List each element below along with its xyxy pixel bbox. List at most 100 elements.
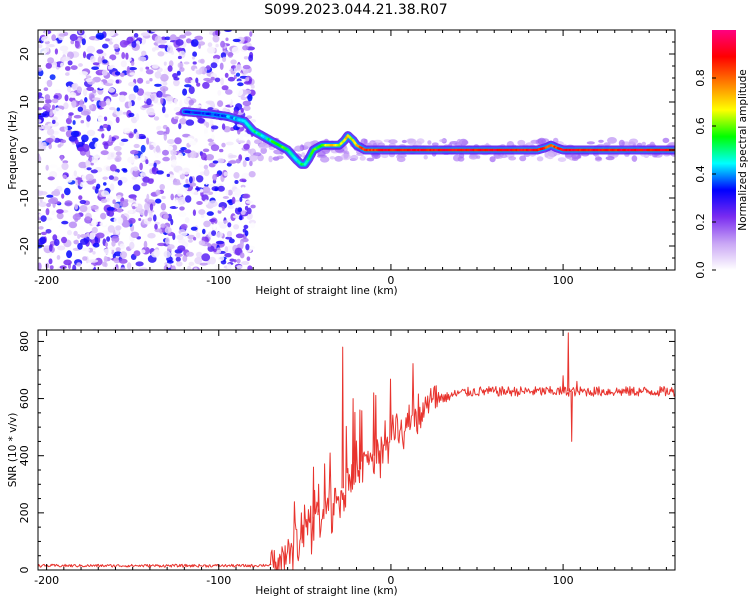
- noise-blob: [233, 110, 239, 115]
- noise-blob: [102, 123, 109, 129]
- noise-blob: [205, 100, 215, 105]
- noise-blob: [171, 159, 178, 166]
- noise-blob: [241, 186, 246, 193]
- noise-blob: [38, 97, 46, 105]
- noise-blob: [157, 51, 165, 57]
- noise-blob: [235, 88, 244, 96]
- noise-blob: [68, 112, 74, 116]
- noise-blob: [231, 46, 240, 54]
- noise-blob: [131, 176, 137, 180]
- halo-blob: [334, 155, 344, 162]
- noise-blob: [207, 243, 212, 248]
- noise-blob: [129, 241, 135, 250]
- noise-blob: [179, 34, 187, 39]
- noise-blob: [174, 116, 179, 120]
- noise-blob: [188, 140, 197, 146]
- noise-blob: [212, 35, 220, 43]
- noise-blob: [235, 72, 241, 77]
- noise-blob: [176, 189, 183, 197]
- noise-blob: [91, 219, 98, 227]
- noise-blob: [128, 112, 135, 118]
- spectrogram-y-ticks: -20 -10 0 10 20: [18, 29, 675, 271]
- noise-blob: [69, 92, 77, 98]
- noise-blob: [198, 164, 204, 168]
- noise-blob: [140, 144, 146, 153]
- noise-blob: [119, 72, 125, 77]
- noise-blob: [76, 86, 82, 94]
- noise-blob: [41, 124, 51, 131]
- noise-blob: [245, 200, 253, 204]
- noise-blob: [167, 244, 175, 250]
- noise-blob: [106, 30, 115, 37]
- noise-blob: [217, 221, 224, 226]
- noise-blob: [107, 156, 112, 160]
- noise-blob: [208, 200, 218, 208]
- noise-blob: [243, 80, 252, 85]
- noise-blob: [179, 118, 187, 125]
- noise-blob: [94, 257, 103, 266]
- noise-blob: [184, 77, 192, 84]
- noise-blob: [91, 66, 99, 70]
- noise-blob: [173, 78, 180, 87]
- noise-blob: [202, 81, 210, 89]
- noise-blob: [176, 234, 184, 240]
- noise-blob: [201, 253, 211, 262]
- noise-blob: [72, 213, 81, 221]
- noise-blob: [103, 142, 109, 150]
- noise-blob: [221, 85, 229, 91]
- noise-blob: [122, 111, 127, 115]
- noise-blob: [64, 200, 73, 207]
- noise-blob: [61, 220, 69, 225]
- noise-blob: [140, 32, 150, 37]
- noise-blob: [78, 225, 85, 231]
- noise-blob: [226, 162, 232, 167]
- noise-blob: [97, 128, 105, 132]
- noise-blob: [222, 56, 227, 62]
- noise-blob: [163, 133, 167, 141]
- noise-blob: [239, 132, 244, 139]
- noise-blob: [222, 196, 229, 199]
- noise-blob: [177, 62, 184, 69]
- noise-blob: [225, 89, 233, 95]
- snr-panel: -200 -100 0 100 0 200 400 600 800 Height of str…: [7, 329, 676, 597]
- noise-blob: [85, 78, 93, 83]
- noise-blob: [38, 92, 43, 97]
- noise-blob: [105, 38, 110, 42]
- noise-blob: [210, 62, 218, 69]
- noise-blob: [119, 243, 125, 250]
- noise-blob: [77, 234, 81, 239]
- noise-blob: [191, 39, 199, 47]
- noise-blob: [162, 106, 166, 114]
- halo-blob: [605, 156, 615, 161]
- noise-blob: [244, 157, 251, 161]
- noise-blob: [51, 210, 56, 215]
- noise-blob: [225, 184, 233, 190]
- noise-blob: [177, 152, 184, 159]
- halo-blob: [456, 138, 462, 146]
- snr-series-line: [38, 332, 675, 570]
- noise-blob: [217, 90, 222, 96]
- noise-blob: [186, 38, 192, 44]
- noise-blob: [72, 120, 76, 125]
- noise-blob: [234, 180, 239, 184]
- noise-blob: [239, 178, 247, 183]
- noise-blob: [116, 195, 122, 200]
- noise-blob: [214, 264, 220, 270]
- noise-blob: [231, 65, 236, 69]
- noise-blob: [174, 137, 182, 145]
- noise-blob: [199, 67, 203, 75]
- noise-blob: [39, 236, 47, 245]
- noise-blob: [40, 215, 47, 222]
- noise-blob: [203, 164, 209, 170]
- noise-blob: [116, 109, 123, 117]
- noise-blob: [236, 140, 245, 144]
- noise-blob: [205, 65, 211, 71]
- noise-blob: [100, 198, 108, 203]
- noise-blob: [57, 245, 66, 251]
- noise-blob: [149, 78, 153, 82]
- noise-blob: [242, 100, 251, 107]
- noise-blob: [137, 96, 142, 101]
- noise-blob: [133, 143, 140, 149]
- halo-blob: [536, 156, 544, 162]
